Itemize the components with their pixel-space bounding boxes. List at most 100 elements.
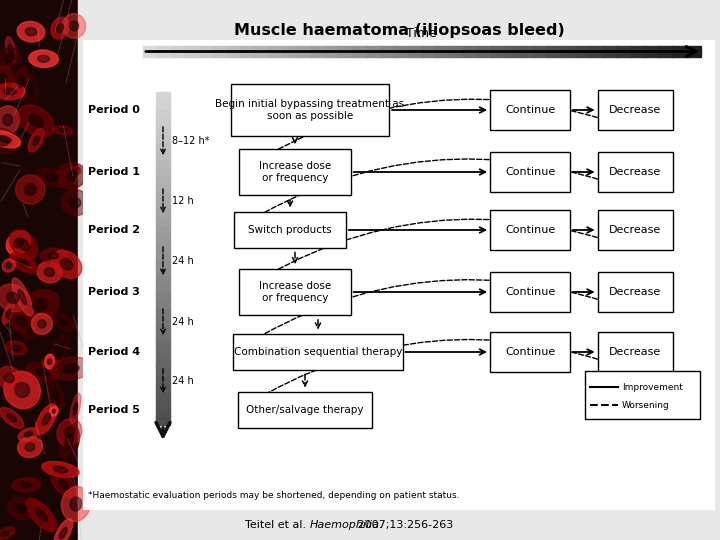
Bar <box>421 46 436 57</box>
Ellipse shape <box>25 443 35 451</box>
Ellipse shape <box>6 263 12 268</box>
Text: Continue: Continue <box>505 347 555 357</box>
Bar <box>436 46 450 57</box>
Bar <box>394 46 408 57</box>
Ellipse shape <box>32 313 53 334</box>
Ellipse shape <box>6 37 17 63</box>
Ellipse shape <box>14 238 23 248</box>
Bar <box>238 393 372 428</box>
Ellipse shape <box>45 268 55 276</box>
Ellipse shape <box>4 88 16 95</box>
Text: Decrease: Decrease <box>609 225 661 235</box>
Text: Period 4: Period 4 <box>88 347 140 357</box>
Bar <box>234 212 346 247</box>
Bar <box>310 46 325 57</box>
Bar <box>156 308 170 317</box>
Ellipse shape <box>0 131 21 148</box>
Bar <box>156 150 170 159</box>
Bar <box>616 46 631 57</box>
Ellipse shape <box>4 371 40 409</box>
Bar <box>490 210 570 250</box>
Bar <box>143 46 158 57</box>
Text: Decrease: Decrease <box>609 347 661 357</box>
Ellipse shape <box>65 435 73 448</box>
Bar <box>156 158 170 167</box>
Bar <box>156 300 170 308</box>
Ellipse shape <box>3 114 12 126</box>
Bar <box>156 283 170 292</box>
Bar <box>156 200 170 208</box>
Ellipse shape <box>59 480 69 490</box>
Bar <box>561 46 576 57</box>
Ellipse shape <box>37 261 62 283</box>
Ellipse shape <box>0 128 18 153</box>
Bar <box>449 46 464 57</box>
Ellipse shape <box>28 129 44 152</box>
Bar <box>490 90 570 130</box>
Bar <box>156 341 170 350</box>
Ellipse shape <box>47 380 63 409</box>
Bar <box>156 108 170 117</box>
Bar <box>78 0 720 540</box>
Ellipse shape <box>12 345 20 351</box>
Ellipse shape <box>45 354 55 369</box>
Ellipse shape <box>63 14 86 38</box>
Ellipse shape <box>18 259 29 267</box>
Bar <box>156 183 170 192</box>
Bar <box>352 46 366 57</box>
Ellipse shape <box>16 504 27 513</box>
Ellipse shape <box>25 28 37 36</box>
Bar <box>505 46 520 57</box>
Ellipse shape <box>52 409 55 413</box>
Ellipse shape <box>0 66 14 90</box>
Bar <box>598 90 672 130</box>
Text: Decrease: Decrease <box>609 105 661 115</box>
Ellipse shape <box>0 106 19 134</box>
Text: 24 h: 24 h <box>172 317 194 327</box>
Text: Time: Time <box>406 27 437 40</box>
Bar <box>338 46 353 57</box>
Bar <box>156 125 170 133</box>
Ellipse shape <box>27 328 32 334</box>
Bar <box>171 46 186 57</box>
Ellipse shape <box>60 528 67 539</box>
Bar <box>644 46 660 57</box>
Ellipse shape <box>0 284 28 312</box>
Bar <box>156 408 170 417</box>
Bar <box>240 46 256 57</box>
Text: Continue: Continue <box>505 167 555 177</box>
Ellipse shape <box>69 21 78 31</box>
Ellipse shape <box>6 309 11 318</box>
Text: Worsening: Worsening <box>622 401 670 409</box>
Bar <box>686 46 701 57</box>
Ellipse shape <box>15 382 30 397</box>
Ellipse shape <box>57 318 67 326</box>
Ellipse shape <box>35 508 48 522</box>
Ellipse shape <box>26 498 57 531</box>
Text: *Haemostatic evaluation periods may be shortened, depending on patient status.: *Haemostatic evaluation periods may be s… <box>88 491 459 501</box>
Ellipse shape <box>70 497 82 511</box>
Ellipse shape <box>7 308 35 334</box>
Ellipse shape <box>21 482 32 488</box>
Ellipse shape <box>0 527 15 540</box>
Bar <box>546 46 562 57</box>
Bar <box>490 272 570 312</box>
Text: 2007;13:256-263: 2007;13:256-263 <box>354 520 454 530</box>
Bar <box>156 100 170 109</box>
Ellipse shape <box>0 73 6 83</box>
Text: 24 h: 24 h <box>172 376 194 386</box>
Bar <box>83 40 715 510</box>
Ellipse shape <box>33 136 40 145</box>
Bar <box>156 391 170 400</box>
Bar <box>156 275 170 284</box>
Text: Decrease: Decrease <box>609 287 661 297</box>
Bar <box>156 133 170 142</box>
Bar <box>631 46 645 57</box>
Bar <box>227 46 241 57</box>
Text: Period 2: Period 2 <box>88 225 140 235</box>
Bar <box>156 141 170 150</box>
Ellipse shape <box>0 408 24 428</box>
Ellipse shape <box>7 414 17 422</box>
Text: Begin initial bypassing treatment as
soon as possible: Begin initial bypassing treatment as soo… <box>215 99 405 121</box>
Bar <box>156 383 170 391</box>
